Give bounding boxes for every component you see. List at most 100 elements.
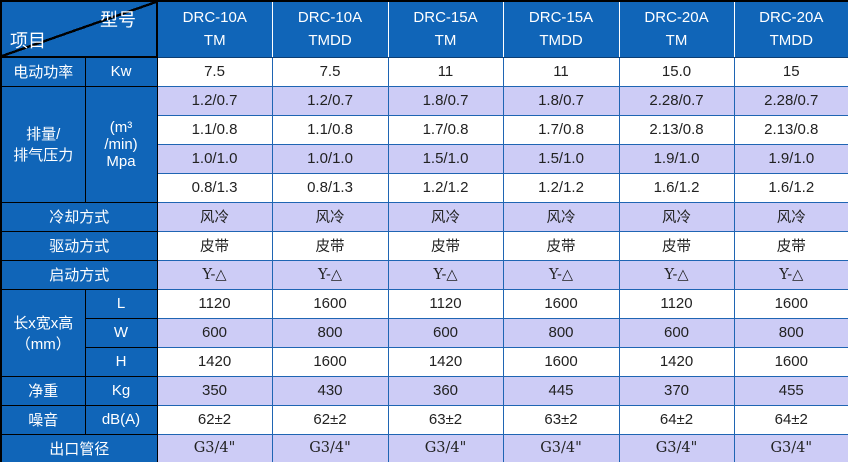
row-weight: 净重 Kg 350 430 360 445 370 455	[0, 375, 848, 406]
spec-value: 63±2	[502, 404, 620, 435]
spec-value: 600	[156, 317, 273, 348]
spec-value: 0.8/1.3	[156, 172, 273, 203]
spec-value: G3/4"	[618, 433, 735, 462]
spec-label-drive: 驱动方式	[0, 230, 158, 261]
spec-unit-power: Kw	[84, 56, 158, 87]
spec-value: 1.5/1.0	[502, 143, 620, 174]
row-cooling: 冷却方式 风冷 风冷 风冷 风冷 风冷 风冷	[0, 201, 848, 232]
spec-value: 1600	[733, 288, 848, 319]
spec-value: 11	[502, 56, 620, 87]
spec-value: 455	[733, 375, 848, 406]
spec-value: 800	[733, 317, 848, 348]
row-displacement-2: 1.1/0.8 1.1/0.8 1.7/0.8 1.7/0.8 2.13/0.8…	[1, 114, 848, 145]
spec-value: 1600	[733, 346, 848, 377]
spec-value: 2.28/0.7	[733, 85, 848, 116]
spec-value: 1.1/0.8	[156, 114, 273, 145]
model-variant: TM	[434, 32, 457, 50]
displacement-unit-line3: Mpa	[106, 152, 136, 170]
model-variant: TMDD	[308, 32, 352, 50]
spec-value: 1420	[387, 346, 504, 377]
spec-value: 11	[387, 56, 504, 87]
spec-value: 皮带	[387, 230, 504, 261]
model-name: DRC-10A	[297, 9, 363, 26]
spec-value: 1.2/0.7	[156, 85, 273, 116]
spec-value: 风冷	[502, 201, 620, 232]
spec-value: 0.8/1.3	[271, 172, 389, 203]
spec-unit-weight: Kg	[84, 375, 158, 406]
spec-value: 1600	[502, 346, 620, 377]
spec-value: 1120	[156, 288, 273, 319]
spec-value: 350	[156, 375, 273, 406]
displacement-unit-line1: (m³	[109, 118, 133, 136]
model-header-2: DRC-15A TM	[387, 0, 504, 58]
row-displacement-3: 1.0/1.0 1.0/1.0 1.5/1.0 1.5/1.0 1.9/1.0 …	[1, 143, 848, 174]
spec-value: 1.9/1.0	[733, 143, 848, 174]
spec-value: 1.0/1.0	[156, 143, 273, 174]
spec-value: Y-△	[733, 259, 848, 290]
spec-value: 7.5	[156, 56, 273, 87]
model-header-0: DRC-10A TM	[156, 0, 273, 58]
header-row: 型号 项目 DRC-10A TM DRC-10A TMDD DRC-15A TM DR…	[0, 0, 848, 58]
spec-value: 风冷	[271, 201, 389, 232]
spec-value: 皮带	[502, 230, 620, 261]
spec-unit-noise: dB(A)	[84, 404, 158, 435]
spec-value: 1.9/1.0	[618, 143, 735, 174]
spec-value: 445	[502, 375, 620, 406]
spec-value: 370	[618, 375, 735, 406]
spec-value: 1420	[618, 346, 735, 377]
model-name: DRC-15A	[528, 9, 594, 26]
spec-value: Y-△	[156, 259, 273, 290]
spec-label-noise: 噪音	[0, 404, 86, 435]
spec-value: 风冷	[156, 201, 273, 232]
spec-value: 皮带	[733, 230, 848, 261]
spec-value: 1.6/1.2	[618, 172, 735, 203]
spec-value: 1.7/0.8	[502, 114, 620, 145]
spec-value: G3/4"	[502, 433, 620, 462]
spec-value: 800	[502, 317, 620, 348]
spec-label-power: 电动功率	[0, 56, 86, 87]
spec-value: 1120	[618, 288, 735, 319]
spec-value: Y-△	[271, 259, 389, 290]
corner-cell: 型号 项目	[0, 0, 158, 58]
spec-value: 63±2	[387, 404, 504, 435]
row-displacement-1: 排量/ 排气压力 (m³ /min) Mpa 1.2/0.7 1.2/0.7 1…	[0, 85, 848, 203]
spec-value: G3/4"	[156, 433, 273, 462]
spec-value: 1.7/0.8	[387, 114, 504, 145]
spec-label-outlet: 出口管径	[0, 433, 158, 462]
spec-value: 风冷	[618, 201, 735, 232]
spec-value: 1.2/1.2	[502, 172, 620, 203]
spec-value: 600	[618, 317, 735, 348]
model-variant: TMDD	[539, 32, 583, 50]
displacement-label-line1: 排量/	[26, 126, 61, 143]
spec-value: 1.8/0.7	[502, 85, 620, 116]
spec-value: 600	[387, 317, 504, 348]
spec-unit-height: H	[84, 346, 158, 377]
spec-value: 62±2	[156, 404, 273, 435]
spec-value: 1420	[156, 346, 273, 377]
model-name: DRC-20A	[759, 9, 824, 26]
corner-label-model: 型号	[100, 10, 136, 30]
spec-unit-displacement: (m³ /min) Mpa	[84, 85, 158, 203]
row-noise: 噪音 dB(A) 62±2 62±2 63±2 63±2 64±2 64±2	[0, 404, 848, 435]
spec-value: 风冷	[733, 201, 848, 232]
dimensions-label-line2: （mm）	[15, 335, 71, 353]
spec-label-dimensions: 长x宽x高 （mm）	[0, 288, 86, 377]
spec-value: 皮带	[618, 230, 735, 261]
displacement-label-line2: 排气压力	[13, 147, 74, 164]
row-displacement-4: 0.8/1.3 0.8/1.3 1.2/1.2 1.2/1.2 1.6/1.2 …	[1, 172, 848, 203]
row-drive: 驱动方式 皮带 皮带 皮带 皮带 皮带 皮带	[0, 230, 848, 261]
model-header-1: DRC-10A TMDD	[271, 0, 389, 58]
spec-value: 1.8/0.7	[387, 85, 504, 116]
model-header-5: DRC-20A TMDD	[733, 0, 848, 58]
spec-value: 风冷	[387, 201, 504, 232]
model-header-4: DRC-20A TM	[618, 0, 735, 58]
spec-unit-width: W	[84, 317, 158, 348]
spec-value: 430	[271, 375, 389, 406]
spec-value: G3/4"	[733, 433, 848, 462]
spec-value: Y-△	[387, 259, 504, 290]
spec-value: 1.2/0.7	[271, 85, 389, 116]
model-name: DRC-10A	[182, 9, 247, 26]
row-power: 电动功率 Kw 7.5 7.5 11 11 15.0 15	[0, 56, 848, 87]
